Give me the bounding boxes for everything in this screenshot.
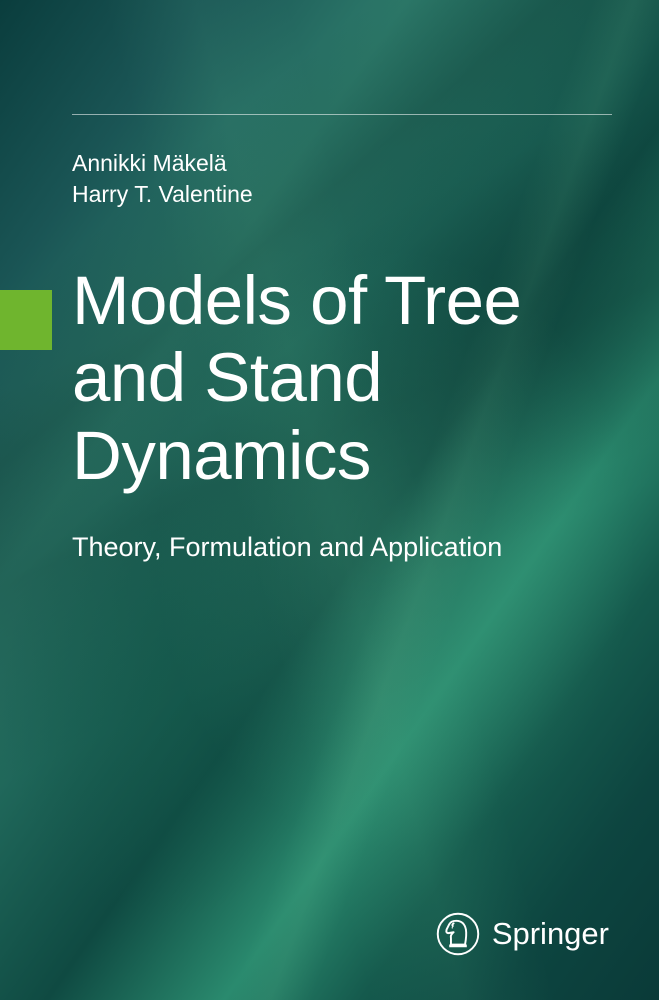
author-1: Annikki Mäkelä bbox=[72, 148, 253, 179]
author-2: Harry T. Valentine bbox=[72, 179, 253, 210]
publisher-block: Springer bbox=[436, 912, 609, 956]
accent-tab bbox=[0, 290, 52, 350]
chess-knight-icon bbox=[436, 912, 480, 956]
publisher-name: Springer bbox=[492, 916, 609, 952]
title-line-1: Models of Tree bbox=[72, 262, 521, 339]
book-subtitle: Theory, Formulation and Application bbox=[72, 532, 502, 563]
book-cover: Annikki Mäkelä Harry T. Valentine Models… bbox=[0, 0, 659, 1000]
top-divider-line bbox=[72, 114, 612, 115]
title-line-2: and Stand bbox=[72, 339, 521, 416]
book-title: Models of Tree and Stand Dynamics bbox=[72, 262, 521, 494]
title-line-3: Dynamics bbox=[72, 417, 521, 494]
authors-block: Annikki Mäkelä Harry T. Valentine bbox=[72, 148, 253, 210]
